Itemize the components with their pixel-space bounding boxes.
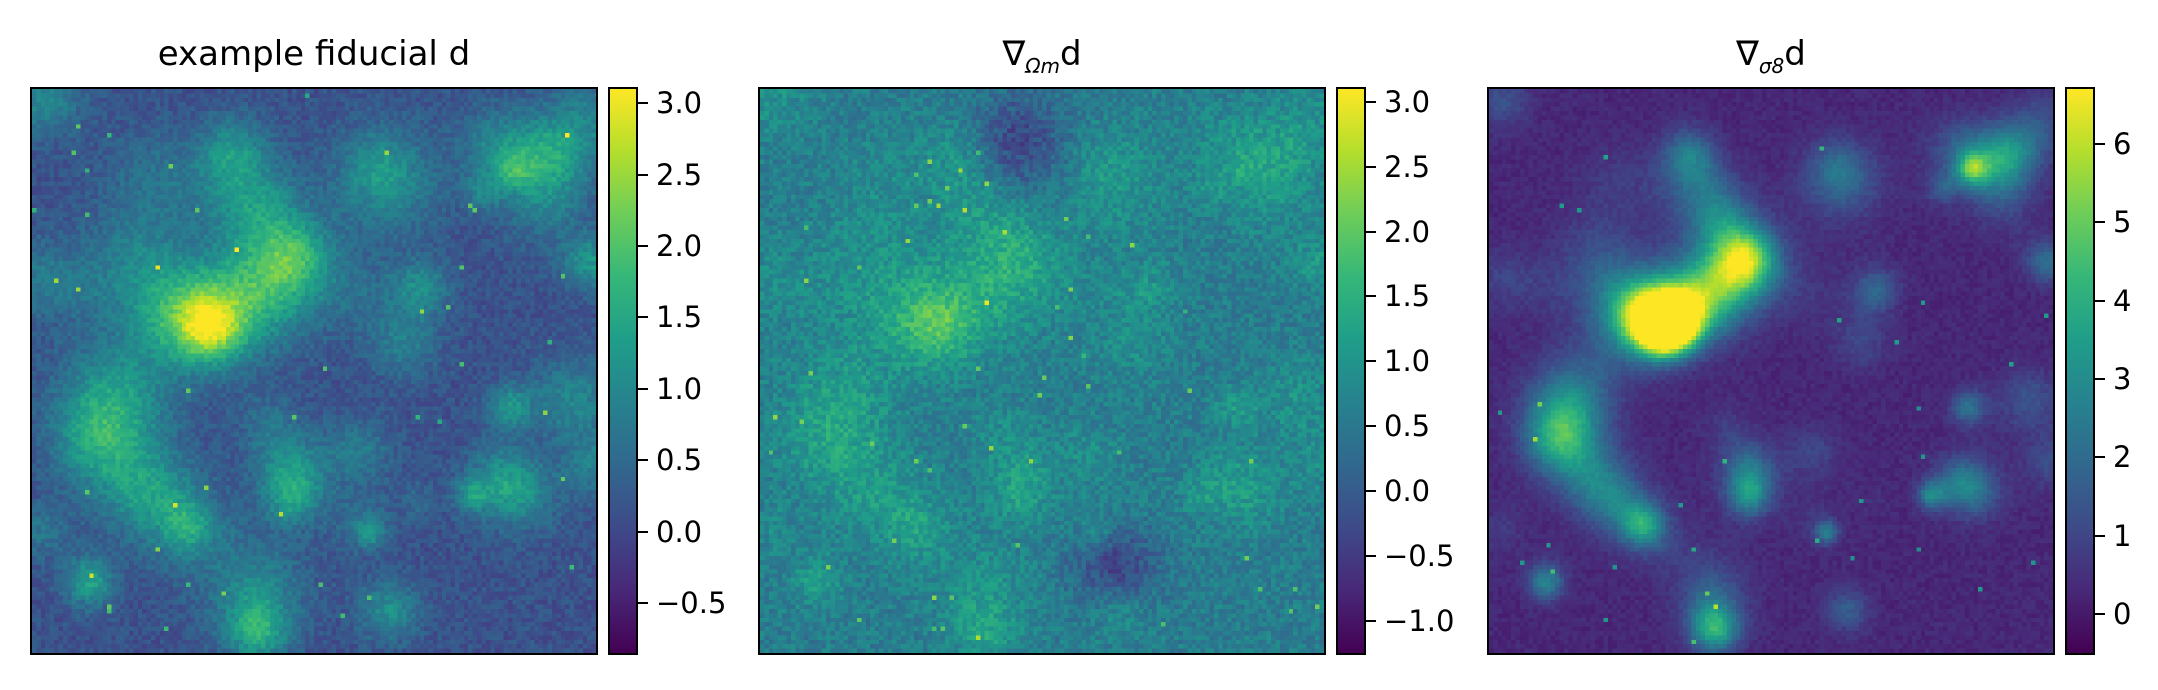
tick-label: 1 [2113, 518, 2132, 553]
tick-label: 0.0 [656, 514, 703, 549]
tick-mark [2095, 299, 2105, 302]
tick-label: 4 [2113, 283, 2132, 318]
tick-mark [638, 245, 648, 248]
tick-label: 2 [2113, 440, 2132, 475]
tick-label: 2.5 [1384, 149, 1431, 184]
tick-label: −1.0 [1384, 603, 1455, 638]
panel-grad-sigma8: ∇σ8d 0 1 2 3 4 5 6 [1487, 0, 2147, 690]
heatmap-image [1487, 87, 2055, 655]
colorbar [608, 87, 638, 655]
tick-mark [1366, 619, 1376, 622]
tick-label: 2.0 [656, 229, 703, 264]
tick-mark [638, 173, 648, 176]
tick-mark [2095, 612, 2105, 615]
heatmap-canvas [32, 89, 596, 653]
heatmap-image [30, 87, 598, 655]
tick-mark [638, 530, 648, 533]
tick-mark [2095, 456, 2105, 459]
panel-grad-omega-m: ∇Ωmd −1.0 −0.5 0.0 0.5 1.0 1.5 2.0 2.5 3.0 [758, 0, 1478, 690]
tick-label: 2.0 [1384, 214, 1431, 249]
tick-mark [1366, 165, 1376, 168]
tick-label: 0.5 [1384, 409, 1431, 444]
tick-label: 1.5 [656, 300, 703, 335]
tick-mark [638, 602, 648, 605]
tick-label: 3.0 [1384, 84, 1431, 119]
tick-label: 5 [2113, 205, 2132, 240]
tick-label: 3.0 [656, 86, 703, 121]
tick-mark [2095, 534, 2105, 537]
tick-mark [2095, 142, 2105, 145]
tick-mark [1366, 489, 1376, 492]
tick-label: −0.5 [656, 586, 727, 621]
tick-mark [1366, 230, 1376, 233]
tick-mark [638, 387, 648, 390]
tick-label: 0.0 [1384, 473, 1431, 508]
tick-mark [1366, 360, 1376, 363]
tick-mark [1366, 554, 1376, 557]
plot-title: ∇σ8d [1736, 34, 1806, 78]
tick-label: 6 [2113, 126, 2132, 161]
panel-fiducial: example fiducial d −0.5 0.0 0.5 1.0 1.5 2.0 2.… [30, 0, 730, 690]
tick-mark [638, 102, 648, 105]
heatmap-image [758, 87, 1326, 655]
tick-mark [2095, 377, 2105, 380]
tick-label: 1.0 [1384, 344, 1431, 379]
tick-mark [638, 316, 648, 319]
heatmap-canvas [1489, 89, 2053, 653]
tick-mark [638, 459, 648, 462]
tick-label: −0.5 [1384, 538, 1455, 573]
plot-title: ∇Ωmd [1002, 34, 1082, 78]
tick-mark [2095, 221, 2105, 224]
tick-label: 1.5 [1384, 279, 1431, 314]
colorbar [2065, 87, 2095, 655]
heatmap-canvas [760, 89, 1324, 653]
tick-label: 0 [2113, 596, 2132, 631]
tick-label: 3 [2113, 361, 2132, 396]
tick-mark [1366, 295, 1376, 298]
tick-label: 2.5 [656, 157, 703, 192]
tick-label: 0.5 [656, 443, 703, 478]
colorbar [1336, 87, 1366, 655]
tick-label: 1.0 [656, 371, 703, 406]
tick-mark [1366, 100, 1376, 103]
tick-mark [1366, 425, 1376, 428]
plot-title: example fiducial d [157, 34, 471, 74]
